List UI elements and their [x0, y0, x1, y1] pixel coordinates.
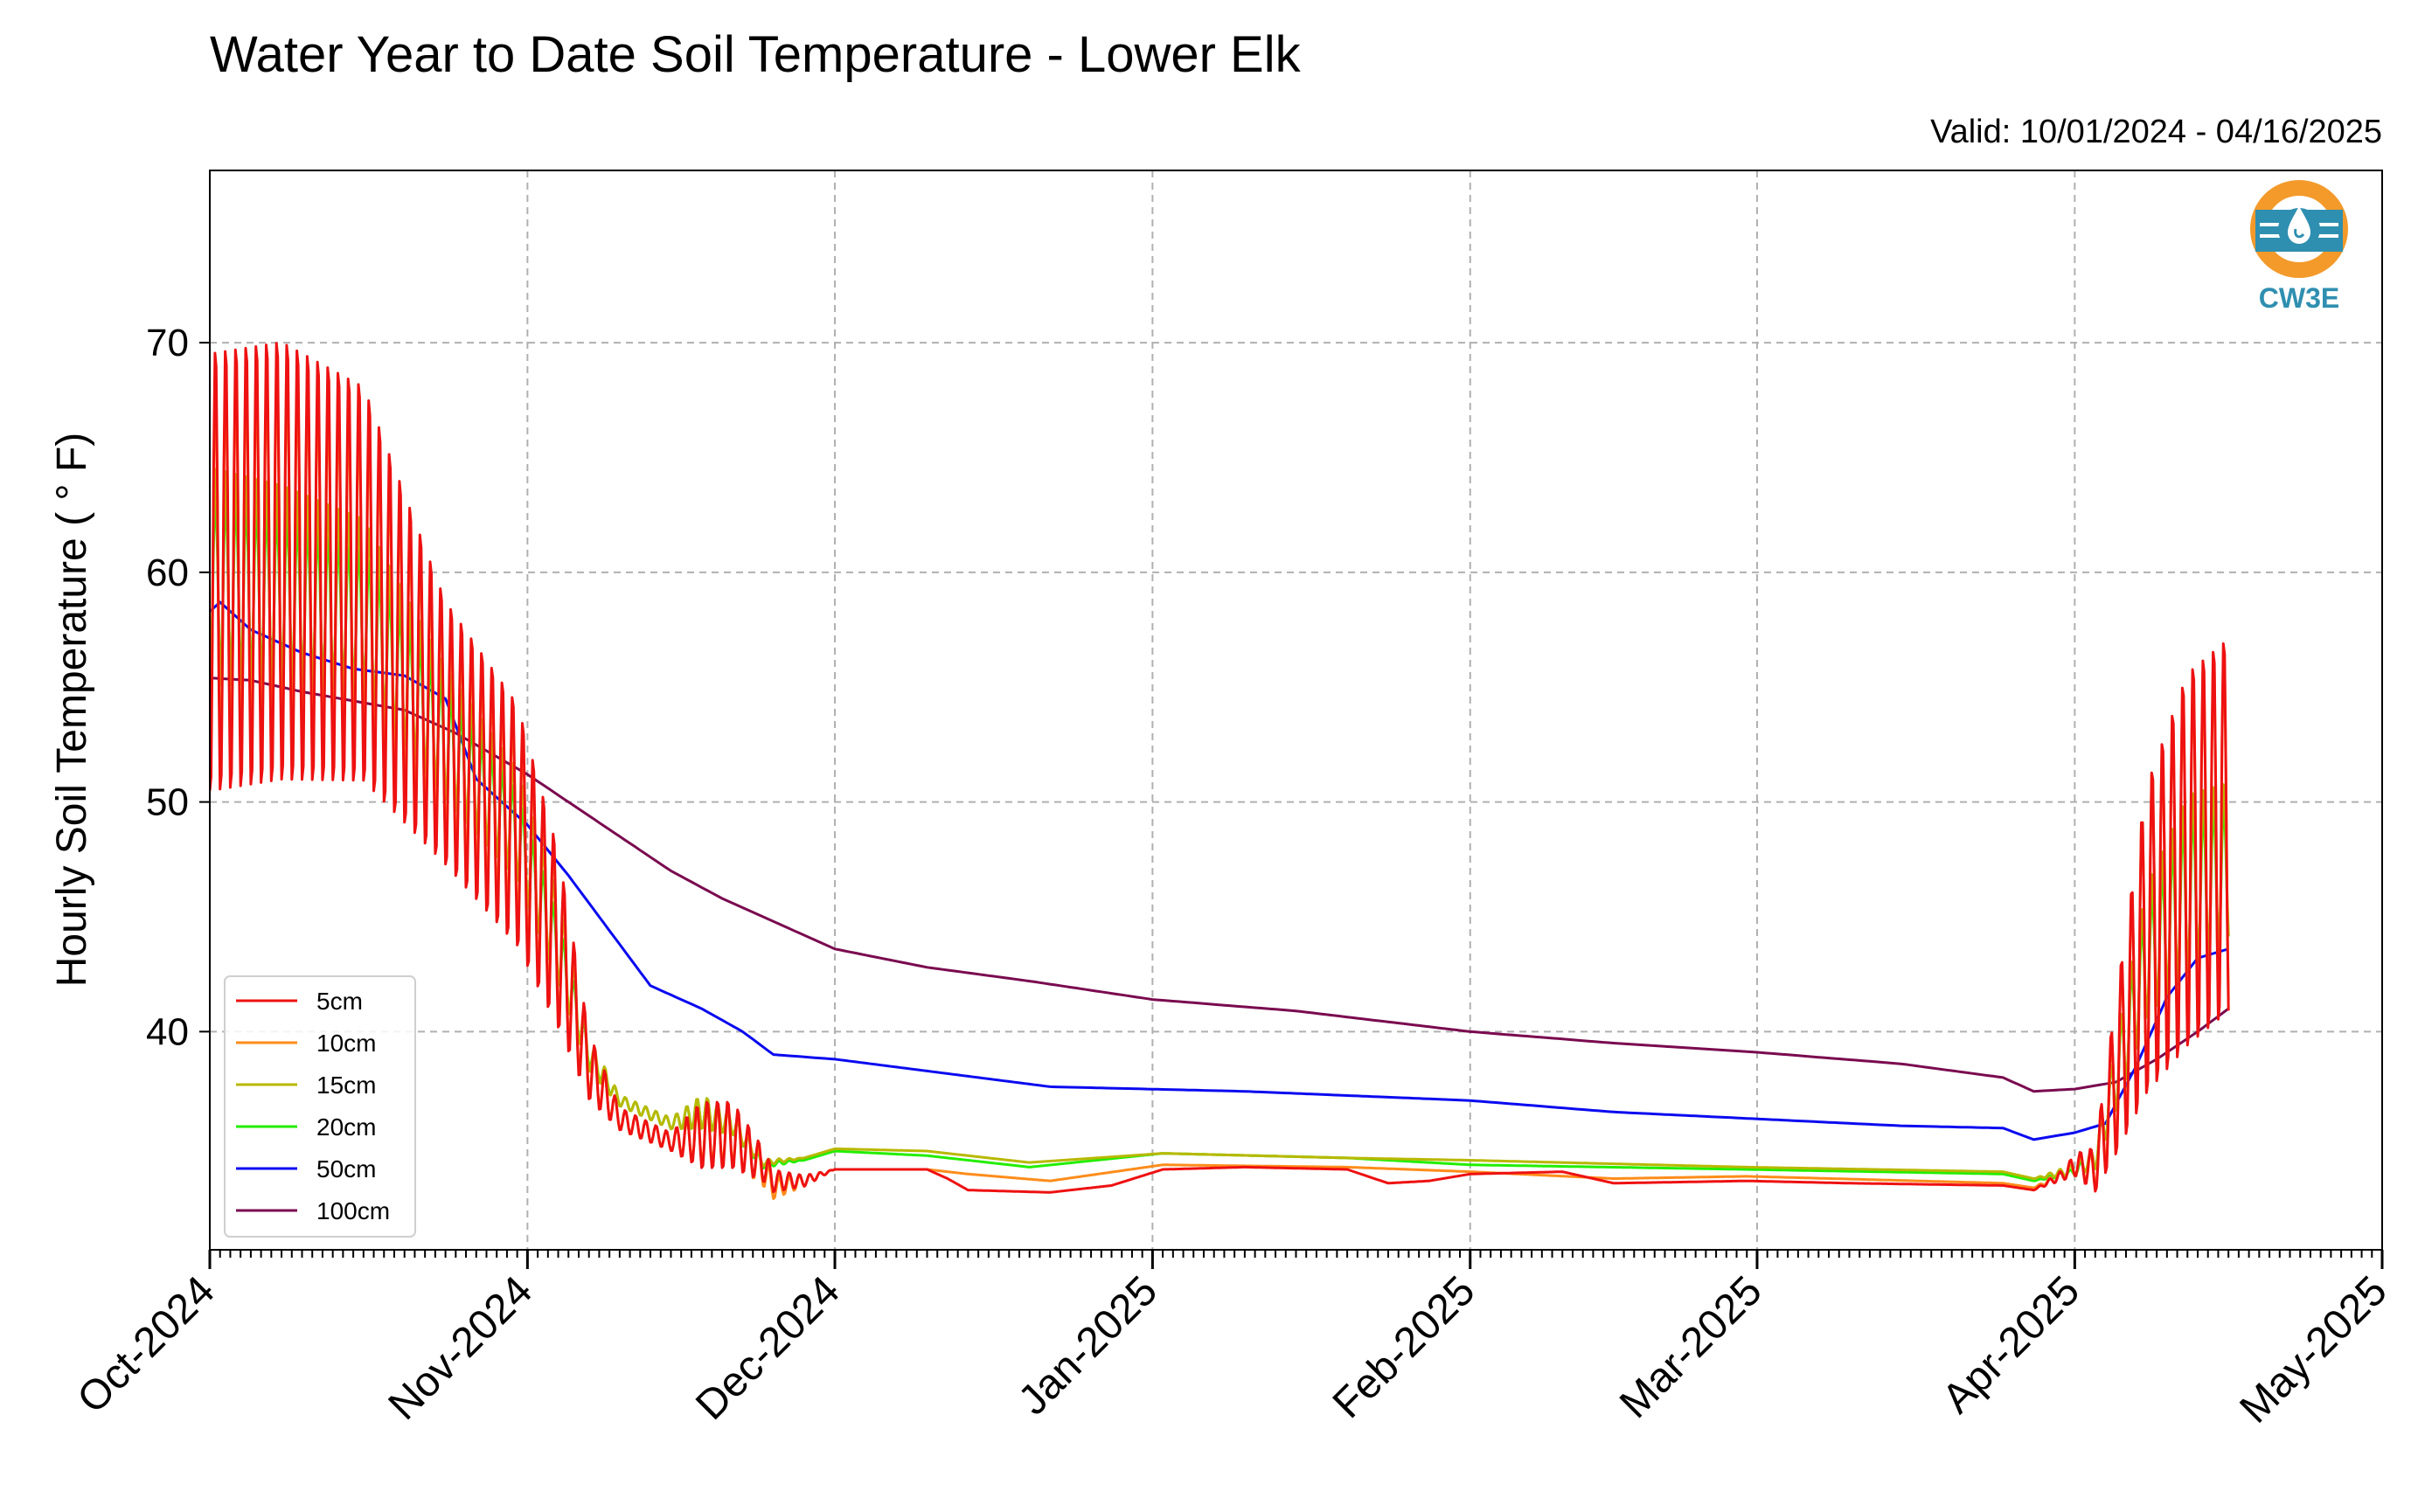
- cw3e-logo: CW3E: [2250, 180, 2348, 314]
- series-lines: [210, 342, 2230, 1200]
- water-drop-icon: [2288, 206, 2310, 244]
- legend: 5cm 10cm 15cm 20cm 50cm 100cm: [224, 975, 416, 1238]
- y-axis-label: Hourly Soil Temperature ( ° F): [49, 433, 95, 988]
- y-tick-label: 40: [146, 1010, 189, 1053]
- legend-label-10cm: 10cm: [316, 1030, 376, 1057]
- chart-subtitle: Valid: 10/01/2024 - 04/16/2025: [1930, 114, 2382, 150]
- series-line-100cm: [210, 676, 2230, 1093]
- legend-label-15cm: 15cm: [316, 1072, 376, 1099]
- series-line-50cm: [210, 600, 2229, 1141]
- y-tick-label: 70: [146, 322, 189, 364]
- y-tick-label: 50: [146, 781, 189, 824]
- legend-label-20cm: 20cm: [316, 1113, 376, 1141]
- legend-label-100cm: 100cm: [316, 1197, 390, 1224]
- series-line-5cm: [210, 342, 2230, 1194]
- y-tick-label: 60: [146, 551, 189, 594]
- logo-text: CW3E: [2259, 282, 2339, 314]
- chart-title: Water Year to Date Soil Temperature - Lo…: [210, 26, 1302, 83]
- grid-lines: [210, 170, 2382, 1250]
- legend-label-5cm: 5cm: [316, 988, 363, 1015]
- logo-drop-inner: [2294, 228, 2305, 239]
- legend-label-50cm: 50cm: [316, 1155, 376, 1183]
